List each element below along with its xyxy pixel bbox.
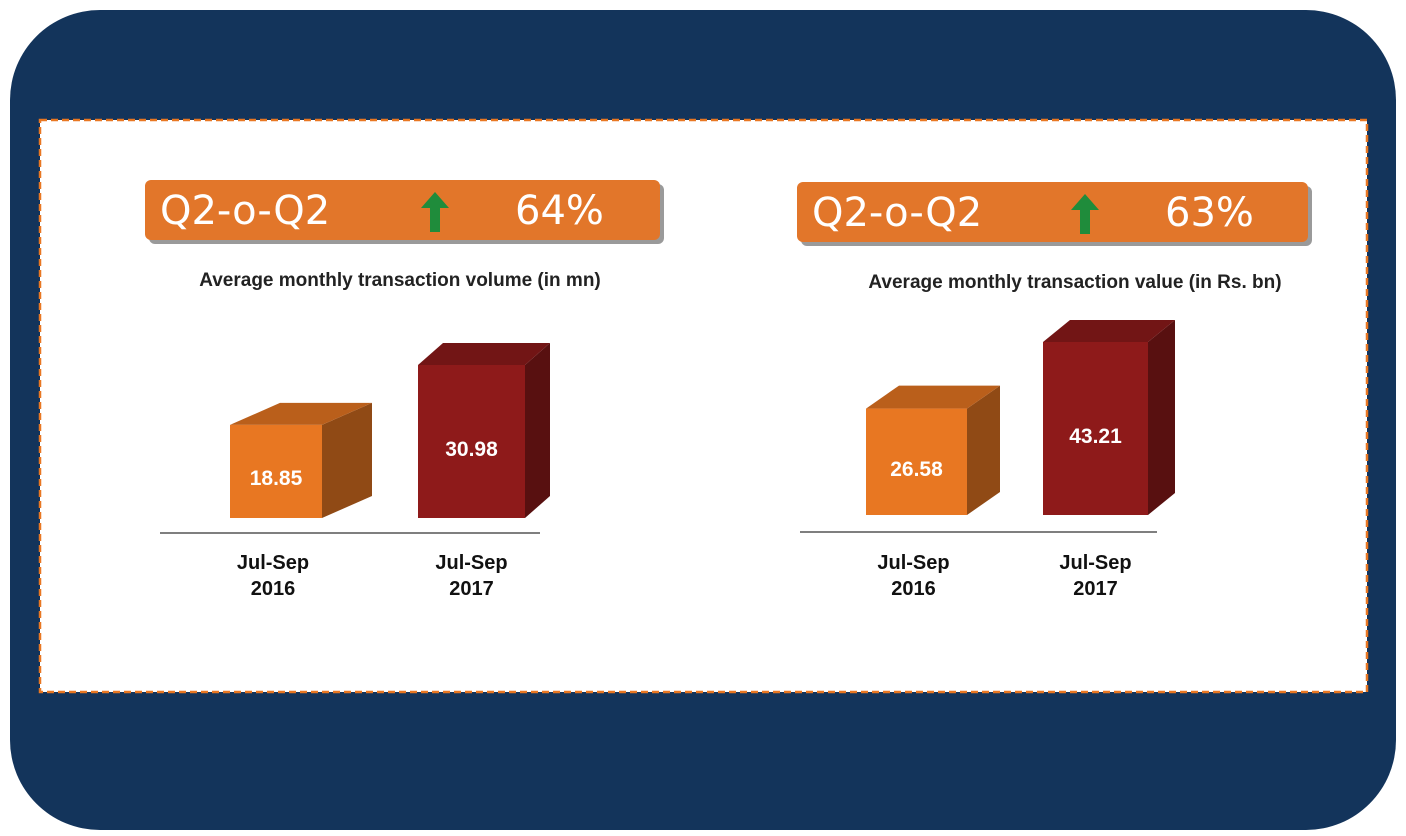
- bar: [866, 408, 967, 515]
- badge-change: 63%: [1165, 190, 1254, 236]
- bar: [418, 365, 525, 518]
- data-label: 26.58: [890, 457, 943, 481]
- chart-title: Average monthly transaction value (in Rs…: [868, 272, 1282, 293]
- bar-top: [230, 402, 372, 425]
- x-tick-label: Jul-Sep 2017: [435, 552, 508, 600]
- bar-side: [322, 402, 372, 518]
- up-arrow: [1071, 194, 1099, 234]
- badge-change: 64%: [515, 188, 604, 234]
- data-label: 30.98: [445, 437, 498, 461]
- badge: [797, 182, 1308, 242]
- badge-label: Q2-o-Q2: [160, 188, 331, 234]
- bar-side: [525, 343, 550, 518]
- bar-top: [418, 343, 550, 365]
- up-arrow: [421, 192, 449, 232]
- x-tick-label: Jul-Sep 2017: [1059, 552, 1132, 600]
- bar-side: [967, 385, 1000, 515]
- data-label: 18.85: [249, 467, 303, 491]
- bar: [1043, 342, 1148, 515]
- bar-top: [1043, 320, 1175, 342]
- chart-title: Average monthly transaction volume (in m…: [199, 270, 601, 291]
- badge: [145, 180, 660, 240]
- x-tick-label: Jul-Sep 2016: [236, 552, 310, 600]
- bar: [230, 424, 322, 518]
- data-label: 43.21: [1069, 424, 1122, 448]
- badge-label: Q2-o-Q2: [812, 190, 983, 236]
- bar-side: [1148, 320, 1175, 515]
- x-tick-label: Jul-Sep 2016: [877, 552, 950, 600]
- bar-top: [866, 385, 1000, 409]
